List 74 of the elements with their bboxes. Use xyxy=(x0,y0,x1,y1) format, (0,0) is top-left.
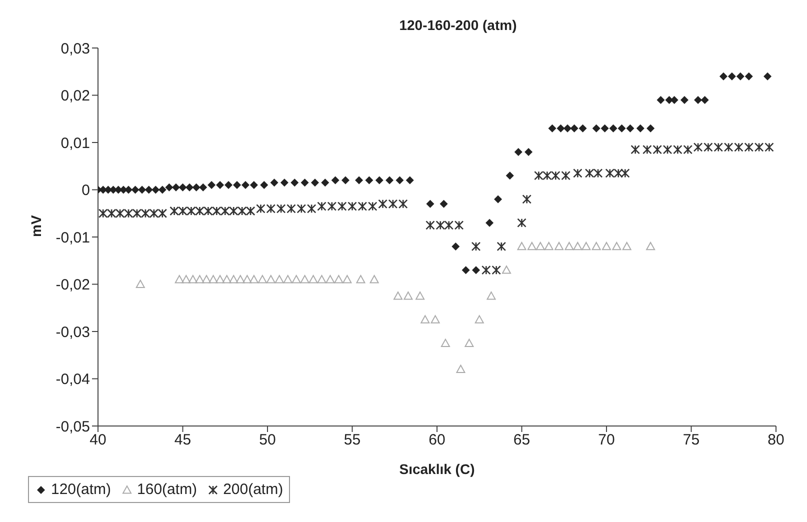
point xyxy=(517,242,526,250)
point xyxy=(456,364,466,373)
point xyxy=(317,275,326,284)
point xyxy=(544,242,554,250)
point xyxy=(592,242,601,250)
point xyxy=(266,275,276,284)
x-tick-label: 45 xyxy=(174,432,192,449)
point xyxy=(342,275,352,284)
y-tick-label: -0,02 xyxy=(56,276,90,294)
legend-label: 200(atm) xyxy=(223,481,284,498)
point xyxy=(208,275,218,284)
y-tick-label: -0,04 xyxy=(56,371,90,388)
x-tick-label: 60 xyxy=(428,432,446,449)
point xyxy=(416,292,425,300)
point xyxy=(646,242,656,250)
x-tick-label: 65 xyxy=(513,432,530,449)
point xyxy=(326,275,335,284)
point xyxy=(356,275,366,284)
point xyxy=(274,275,284,284)
point xyxy=(136,280,145,288)
point xyxy=(394,292,403,300)
x-tick-label: 50 xyxy=(259,432,276,449)
point xyxy=(202,275,211,284)
legend-label: 160(atm) xyxy=(137,481,198,498)
point xyxy=(242,275,252,284)
x-tick-label: 40 xyxy=(90,432,106,449)
point xyxy=(283,275,292,284)
x-tick-label: 55 xyxy=(344,432,361,449)
y-tick-label: 0,03 xyxy=(60,40,90,58)
point xyxy=(474,315,484,324)
point xyxy=(258,275,267,284)
point xyxy=(502,266,511,274)
point xyxy=(440,338,450,348)
point xyxy=(195,275,204,284)
point xyxy=(554,242,564,250)
point xyxy=(564,242,574,250)
point xyxy=(249,275,258,284)
chart-title: 120-160-200 (atm) xyxy=(399,17,517,33)
legend-label: 120(atm) xyxy=(51,481,112,498)
x-tick-label: 75 xyxy=(682,432,700,449)
y-tick-label: -0,01 xyxy=(56,229,90,246)
point xyxy=(612,242,622,250)
point xyxy=(229,275,238,284)
point xyxy=(420,315,430,324)
point xyxy=(188,275,198,284)
y-tick-label: 0,02 xyxy=(60,88,90,105)
point xyxy=(486,292,496,300)
point xyxy=(300,275,310,284)
point xyxy=(222,275,232,284)
point xyxy=(527,242,536,250)
x-tick-label: 80 xyxy=(768,432,784,449)
y-axis-title: mV xyxy=(28,214,44,237)
point xyxy=(582,242,591,250)
y-tick-label: 0,01 xyxy=(60,134,90,152)
x-axis-title: Sıcaklık (C) xyxy=(399,461,475,477)
y-tick-label: -0,05 xyxy=(56,418,90,436)
point xyxy=(404,292,413,300)
point xyxy=(292,275,301,284)
point xyxy=(174,275,184,284)
point xyxy=(464,338,474,348)
point xyxy=(236,275,245,284)
y-tick-label: 0 xyxy=(82,182,90,200)
point xyxy=(334,275,344,284)
point xyxy=(182,275,191,284)
point xyxy=(370,275,379,284)
point xyxy=(622,242,632,250)
point xyxy=(430,315,440,324)
point xyxy=(536,242,545,250)
point xyxy=(308,275,318,284)
x-tick-label: 70 xyxy=(598,432,615,449)
y-tick-label: -0,03 xyxy=(56,324,90,341)
point xyxy=(216,275,225,284)
point xyxy=(573,242,582,250)
point xyxy=(602,242,611,250)
